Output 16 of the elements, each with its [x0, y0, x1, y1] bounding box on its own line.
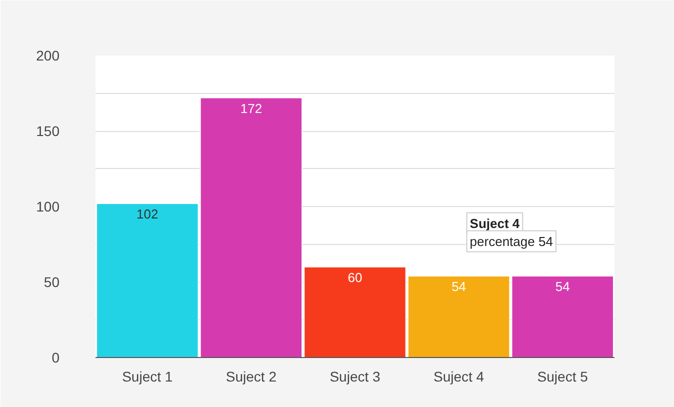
annotation: Suject 4 percentage 54	[470, 216, 553, 249]
y-tick-label: 150	[36, 123, 60, 139]
data-label: 172	[240, 100, 262, 116]
y-tick-label: 0	[52, 350, 60, 366]
y-tick-label: 100	[36, 198, 60, 214]
x-tick-label: Suject 5	[537, 368, 588, 384]
data-label: 54	[555, 278, 570, 294]
data-label: 60	[348, 270, 362, 285]
data-label: 54	[452, 278, 466, 294]
x-tick-label: Suject 1	[122, 368, 173, 384]
y-tick-label: 200	[36, 48, 60, 64]
data-label: 102	[136, 206, 158, 222]
y-tick-label: 50	[44, 274, 60, 290]
x-tick-label: Suject 3	[330, 368, 381, 384]
x-tick-label: Suject 4	[434, 368, 484, 384]
x-tick-label: Suject 2	[226, 368, 277, 384]
